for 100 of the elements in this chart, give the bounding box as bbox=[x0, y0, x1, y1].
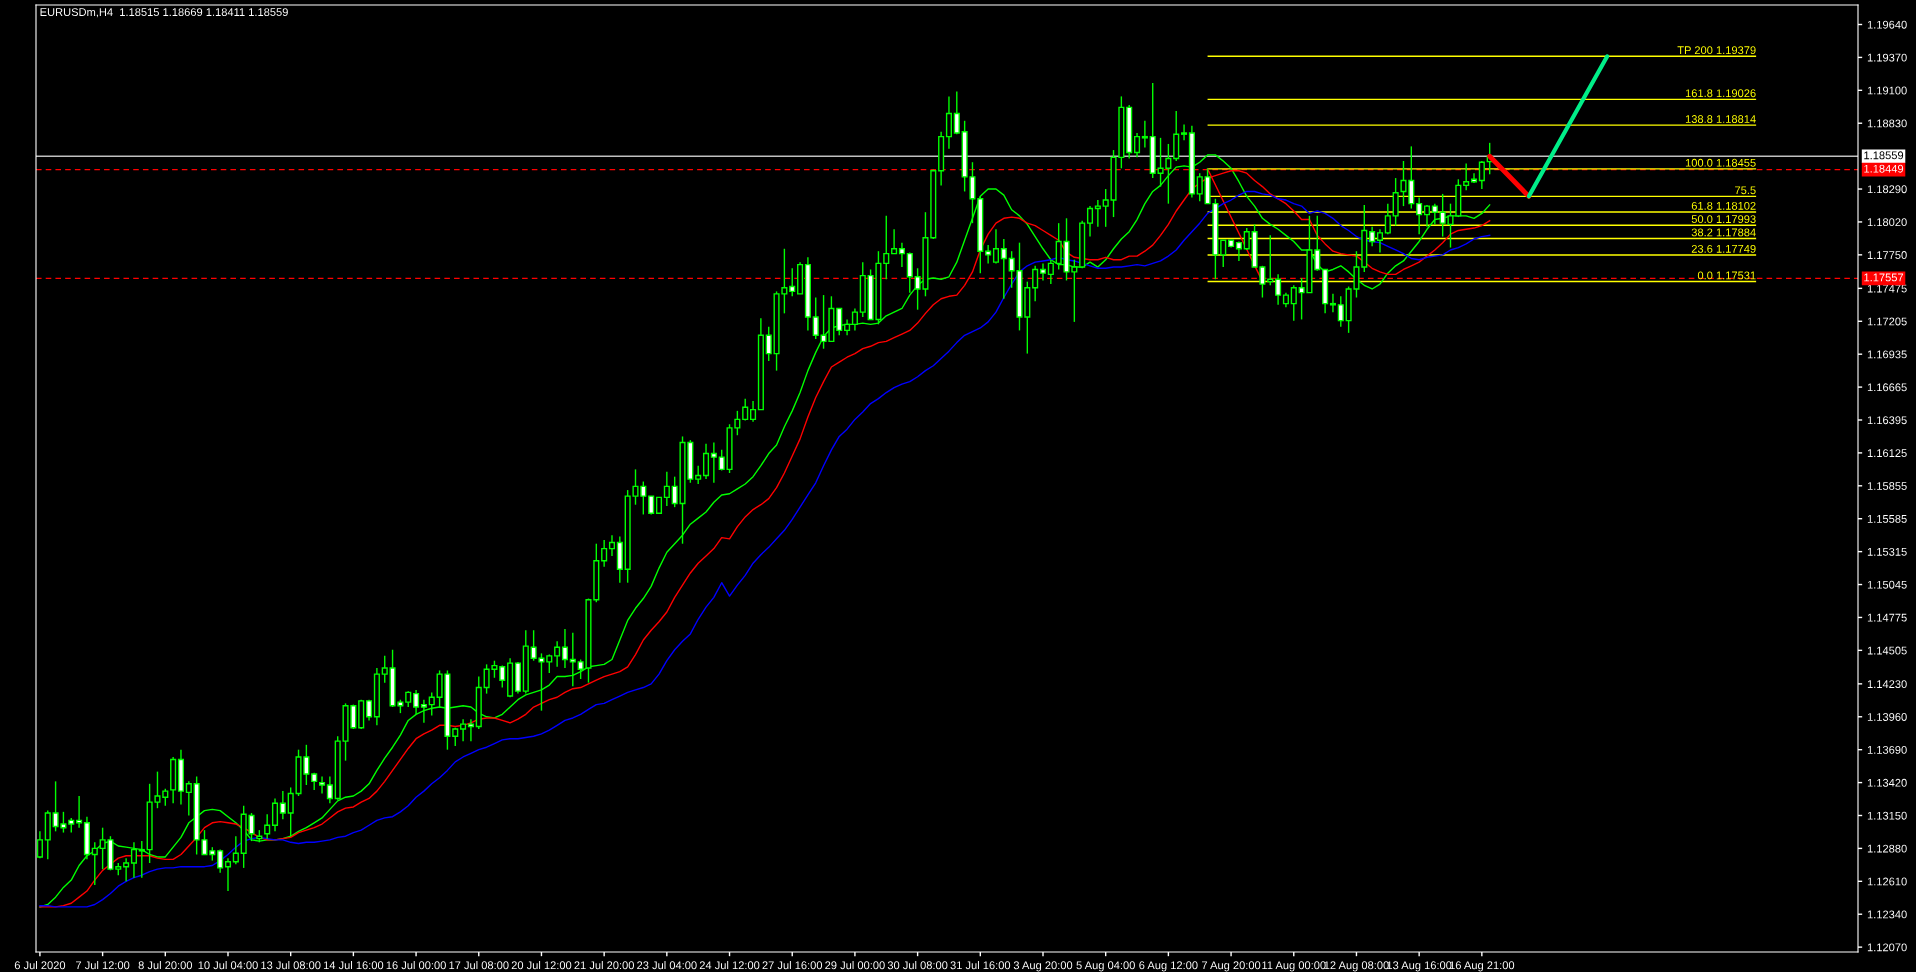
y-tick-label: 1.16125 bbox=[1867, 449, 1907, 458]
candlestick bbox=[883, 215, 890, 280]
ref-line-label: 50.0 1.17993 bbox=[1691, 215, 1756, 224]
candlestick bbox=[1235, 240, 1242, 262]
x-tick-label: 10 Jul 04:00 bbox=[198, 961, 258, 970]
x-tick-label: 27 Jul 16:00 bbox=[762, 961, 823, 970]
candlestick bbox=[1039, 262, 1047, 282]
candlestick bbox=[702, 443, 710, 480]
x-tick-label: 29 Jul 00:00 bbox=[825, 961, 885, 970]
candlestick bbox=[1290, 284, 1297, 322]
y-tick-label: 1.12070 bbox=[1867, 943, 1907, 952]
candlestick bbox=[123, 857, 130, 883]
y-tick-label: 1.13420 bbox=[1867, 778, 1907, 787]
candlestick bbox=[428, 691, 435, 717]
x-tick-label: 30 Jul 08:00 bbox=[887, 961, 948, 970]
candlestick bbox=[413, 689, 420, 716]
candlestick bbox=[279, 790, 286, 820]
candlestick bbox=[326, 775, 333, 805]
candlestick bbox=[1047, 259, 1054, 285]
candlestick bbox=[569, 631, 576, 687]
candlestick bbox=[1094, 199, 1101, 228]
y-tick-label: 1.19370 bbox=[1867, 53, 1907, 62]
candlestick bbox=[381, 655, 388, 684]
candlestick bbox=[460, 718, 467, 742]
candlestick bbox=[891, 228, 898, 255]
candlestick bbox=[36, 830, 43, 859]
candlestick bbox=[76, 795, 83, 829]
x-tick-label: 12 Aug 08:00 bbox=[1324, 961, 1389, 972]
candlestick bbox=[185, 780, 192, 817]
candlestick bbox=[601, 539, 608, 568]
candlestick bbox=[898, 241, 905, 268]
x-tick-label: 3 Aug 20:00 bbox=[1013, 961, 1073, 972]
x-tick-label: 11 Aug 00:00 bbox=[1262, 961, 1326, 972]
x-tick-label: 24 Jul 12:00 bbox=[699, 961, 760, 970]
candlestick bbox=[1431, 202, 1438, 226]
candlestick bbox=[789, 267, 796, 297]
y-tick-label: 1.15315 bbox=[1867, 547, 1907, 556]
x-tick-label: 17 Jul 08:00 bbox=[449, 961, 509, 970]
y-tick-label: 1.19100 bbox=[1867, 86, 1907, 95]
x-tick-label: 23 Jul 04:00 bbox=[637, 961, 697, 970]
candlestick bbox=[1392, 177, 1399, 227]
x-tick-label: 20 Jul 12:00 bbox=[511, 961, 572, 970]
candlestick bbox=[851, 307, 858, 332]
candlestick bbox=[318, 775, 326, 795]
chart-title: EURUSDm,H4 1.18515 1.18669 1.18411 1.18559 bbox=[40, 8, 288, 18]
candlestick bbox=[264, 813, 271, 840]
ref-line-label: 0.0 1.17531 bbox=[1697, 271, 1756, 280]
candlestick bbox=[224, 857, 232, 892]
candlestick bbox=[765, 326, 772, 362]
candlestick bbox=[1369, 226, 1376, 248]
candlestick bbox=[836, 307, 843, 336]
y-tick-label: 1.15585 bbox=[1867, 514, 1907, 523]
x-tick-label: 21 Jul 20:00 bbox=[574, 961, 634, 970]
ref-line-label: 161.8 1.19026 bbox=[1685, 89, 1756, 98]
ref-line-label: 1.18559 bbox=[1864, 151, 1904, 160]
candlestick bbox=[992, 228, 1000, 265]
y-tick-label: 1.13960 bbox=[1867, 713, 1907, 721]
x-tick-label: 13 Aug 16:00 bbox=[1387, 961, 1452, 972]
candlestick bbox=[130, 841, 138, 879]
ref-line-label: 100.0 1.18455 bbox=[1685, 158, 1756, 167]
y-tick-label: 1.17475 bbox=[1867, 284, 1907, 293]
x-tick-label: 6 Jul 2020 bbox=[14, 961, 66, 970]
annotation: 75.5 bbox=[1735, 186, 1756, 195]
x-tick-label: 16 Jul 00:00 bbox=[386, 961, 446, 970]
y-tick-label: 1.14505 bbox=[1867, 646, 1907, 655]
candlestick bbox=[663, 471, 670, 507]
x-tick-label: 7 Jul 12:00 bbox=[76, 961, 130, 970]
y-tick-label: 1.18290 bbox=[1867, 185, 1907, 194]
candlestick bbox=[812, 296, 819, 340]
candlestick bbox=[953, 90, 960, 135]
candlestick bbox=[1384, 202, 1391, 235]
candlestick bbox=[1196, 172, 1203, 202]
y-tick-label: 1.15855 bbox=[1867, 482, 1907, 490]
candlestick bbox=[695, 465, 702, 485]
candlestick bbox=[1181, 123, 1188, 141]
y-tick-label: 1.14230 bbox=[1867, 680, 1907, 688]
x-tick-label: 31 Jul 16:00 bbox=[950, 961, 1011, 970]
candlestick bbox=[561, 628, 569, 669]
ref-line-label: TP 200 1.19379 bbox=[1677, 46, 1756, 55]
ref-line-label: 138.8 1.18814 bbox=[1685, 115, 1756, 123]
candlestick bbox=[945, 95, 953, 150]
candlestick bbox=[232, 835, 239, 865]
candlestick bbox=[420, 699, 427, 724]
x-tick-label: 7 Aug 20:00 bbox=[1201, 961, 1261, 972]
y-tick-label: 1.16665 bbox=[1867, 383, 1907, 392]
x-tick-label: 13 Jul 08:00 bbox=[261, 961, 321, 970]
y-tick-label: 1.17750 bbox=[1867, 251, 1907, 259]
ref-line-label: 1.18449 bbox=[1864, 164, 1904, 173]
x-tick-label: 6 Aug 12:00 bbox=[1139, 961, 1198, 972]
y-tick-label: 1.14775 bbox=[1867, 613, 1907, 622]
y-tick-label: 1.18020 bbox=[1867, 218, 1907, 227]
ref-line-label: 1.17557 bbox=[1864, 273, 1904, 282]
candlestick bbox=[1133, 132, 1141, 159]
y-tick-label: 1.12880 bbox=[1867, 844, 1907, 853]
y-tick-label: 1.16935 bbox=[1867, 350, 1907, 359]
candlestick bbox=[1478, 160, 1485, 190]
candlestick bbox=[467, 718, 474, 742]
x-tick-label: 14 Jul 16:00 bbox=[323, 961, 384, 970]
candlestick bbox=[554, 640, 561, 668]
y-tick-label: 1.13690 bbox=[1867, 745, 1907, 754]
